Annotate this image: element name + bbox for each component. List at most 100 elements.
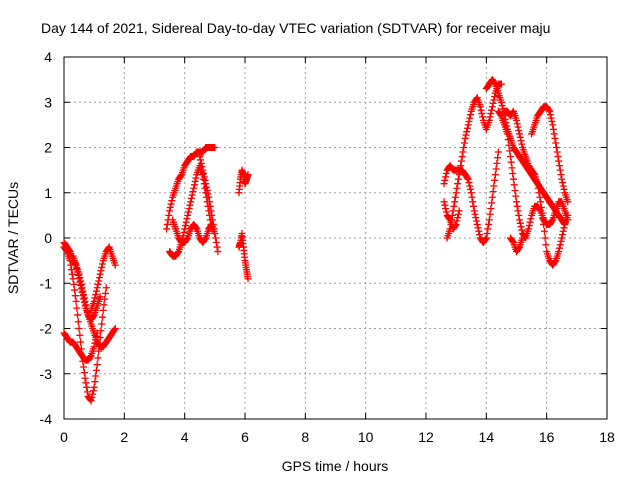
data-point: [485, 216, 493, 224]
x-tick-label: 4: [181, 429, 189, 445]
data-point: [541, 234, 549, 242]
data-point: [488, 199, 496, 207]
data-point: [546, 111, 554, 119]
data-point: [486, 113, 494, 121]
y-tick-label: 4: [44, 49, 52, 65]
data-point: [82, 379, 90, 387]
data-point: [441, 201, 449, 209]
data-point: [111, 261, 119, 269]
data-point: [451, 198, 459, 206]
data-point: [497, 98, 505, 106]
data-point: [83, 383, 91, 391]
data-point: [89, 312, 97, 320]
data-point: [451, 193, 459, 201]
data-point: [453, 217, 461, 225]
data-point: [465, 117, 473, 125]
data-point: [95, 277, 103, 285]
data-point: [452, 189, 460, 197]
data-point: [453, 184, 461, 192]
data-point: [465, 179, 473, 187]
data-point: [530, 170, 538, 178]
y-tick-label: 1: [44, 185, 52, 201]
y-tick-label: -3: [40, 366, 53, 382]
data-point: [516, 133, 524, 141]
data-point: [182, 218, 190, 226]
data-point: [516, 219, 524, 227]
data-point: [470, 207, 478, 215]
data-point: [539, 215, 547, 223]
data-point: [80, 298, 88, 306]
data-point: [89, 387, 97, 395]
x-tick-label: 6: [241, 429, 249, 445]
data-point: [90, 383, 98, 391]
y-tick-label: 0: [44, 230, 52, 246]
data-point: [506, 147, 514, 155]
data-point: [511, 186, 519, 194]
data-point: [99, 306, 107, 314]
data-point: [180, 228, 188, 236]
y-tick-label: 2: [44, 140, 52, 156]
data-point: [80, 363, 88, 371]
data-point: [509, 170, 517, 178]
data-point: [510, 181, 518, 189]
data-point: [441, 176, 449, 184]
data-point: [468, 193, 476, 201]
data-point: [75, 325, 83, 332]
data-point: [526, 218, 534, 226]
data-point: [77, 282, 85, 290]
data-point: [187, 198, 195, 206]
data-point: [100, 301, 108, 309]
data-point: [203, 186, 211, 194]
data-point: [72, 297, 80, 305]
data-point: [537, 198, 545, 206]
x-tick-label: 16: [539, 429, 555, 445]
data-point: [209, 216, 217, 224]
y-tick-label: -4: [40, 411, 53, 427]
data-point: [90, 343, 98, 351]
data-point: [552, 139, 560, 147]
data-point: [492, 165, 500, 173]
series-arc-6: [163, 144, 219, 233]
data-point: [463, 174, 471, 182]
data-point: [454, 214, 462, 222]
data-point: [192, 224, 200, 232]
data-point: [163, 225, 171, 233]
data-point: [94, 354, 102, 362]
data-point: [518, 226, 526, 234]
data-point: [442, 173, 450, 181]
data-point: [95, 347, 103, 355]
data-point: [537, 203, 545, 211]
data-point: [209, 220, 217, 228]
data-point: [454, 175, 462, 183]
data-point: [166, 207, 174, 215]
data-point: [207, 207, 215, 215]
data-point: [92, 366, 100, 374]
series-arc-16: [500, 107, 572, 269]
data-point: [475, 227, 483, 235]
data-point: [560, 224, 568, 232]
data-point: [460, 139, 468, 147]
data-point: [69, 275, 77, 283]
data-point: [197, 156, 205, 164]
data-point: [213, 243, 221, 251]
data-point: [200, 170, 208, 178]
data-point: [488, 103, 496, 111]
data-point: [548, 217, 556, 225]
data-point: [487, 205, 495, 213]
data-point: [508, 164, 516, 172]
data-point: [516, 130, 524, 138]
data-point: [474, 224, 482, 232]
data-point: [457, 157, 465, 165]
data-point: [556, 166, 564, 174]
data-point: [463, 128, 471, 136]
data-point: [515, 244, 523, 252]
data-point: [515, 211, 523, 219]
data-point: [111, 325, 119, 332]
series-arc-18: [440, 198, 463, 233]
data-point: [482, 234, 490, 242]
data-point: [92, 291, 100, 299]
data-point: [183, 235, 191, 243]
data-point: [494, 154, 502, 162]
data-point: [71, 292, 79, 300]
data-point: [102, 284, 110, 292]
